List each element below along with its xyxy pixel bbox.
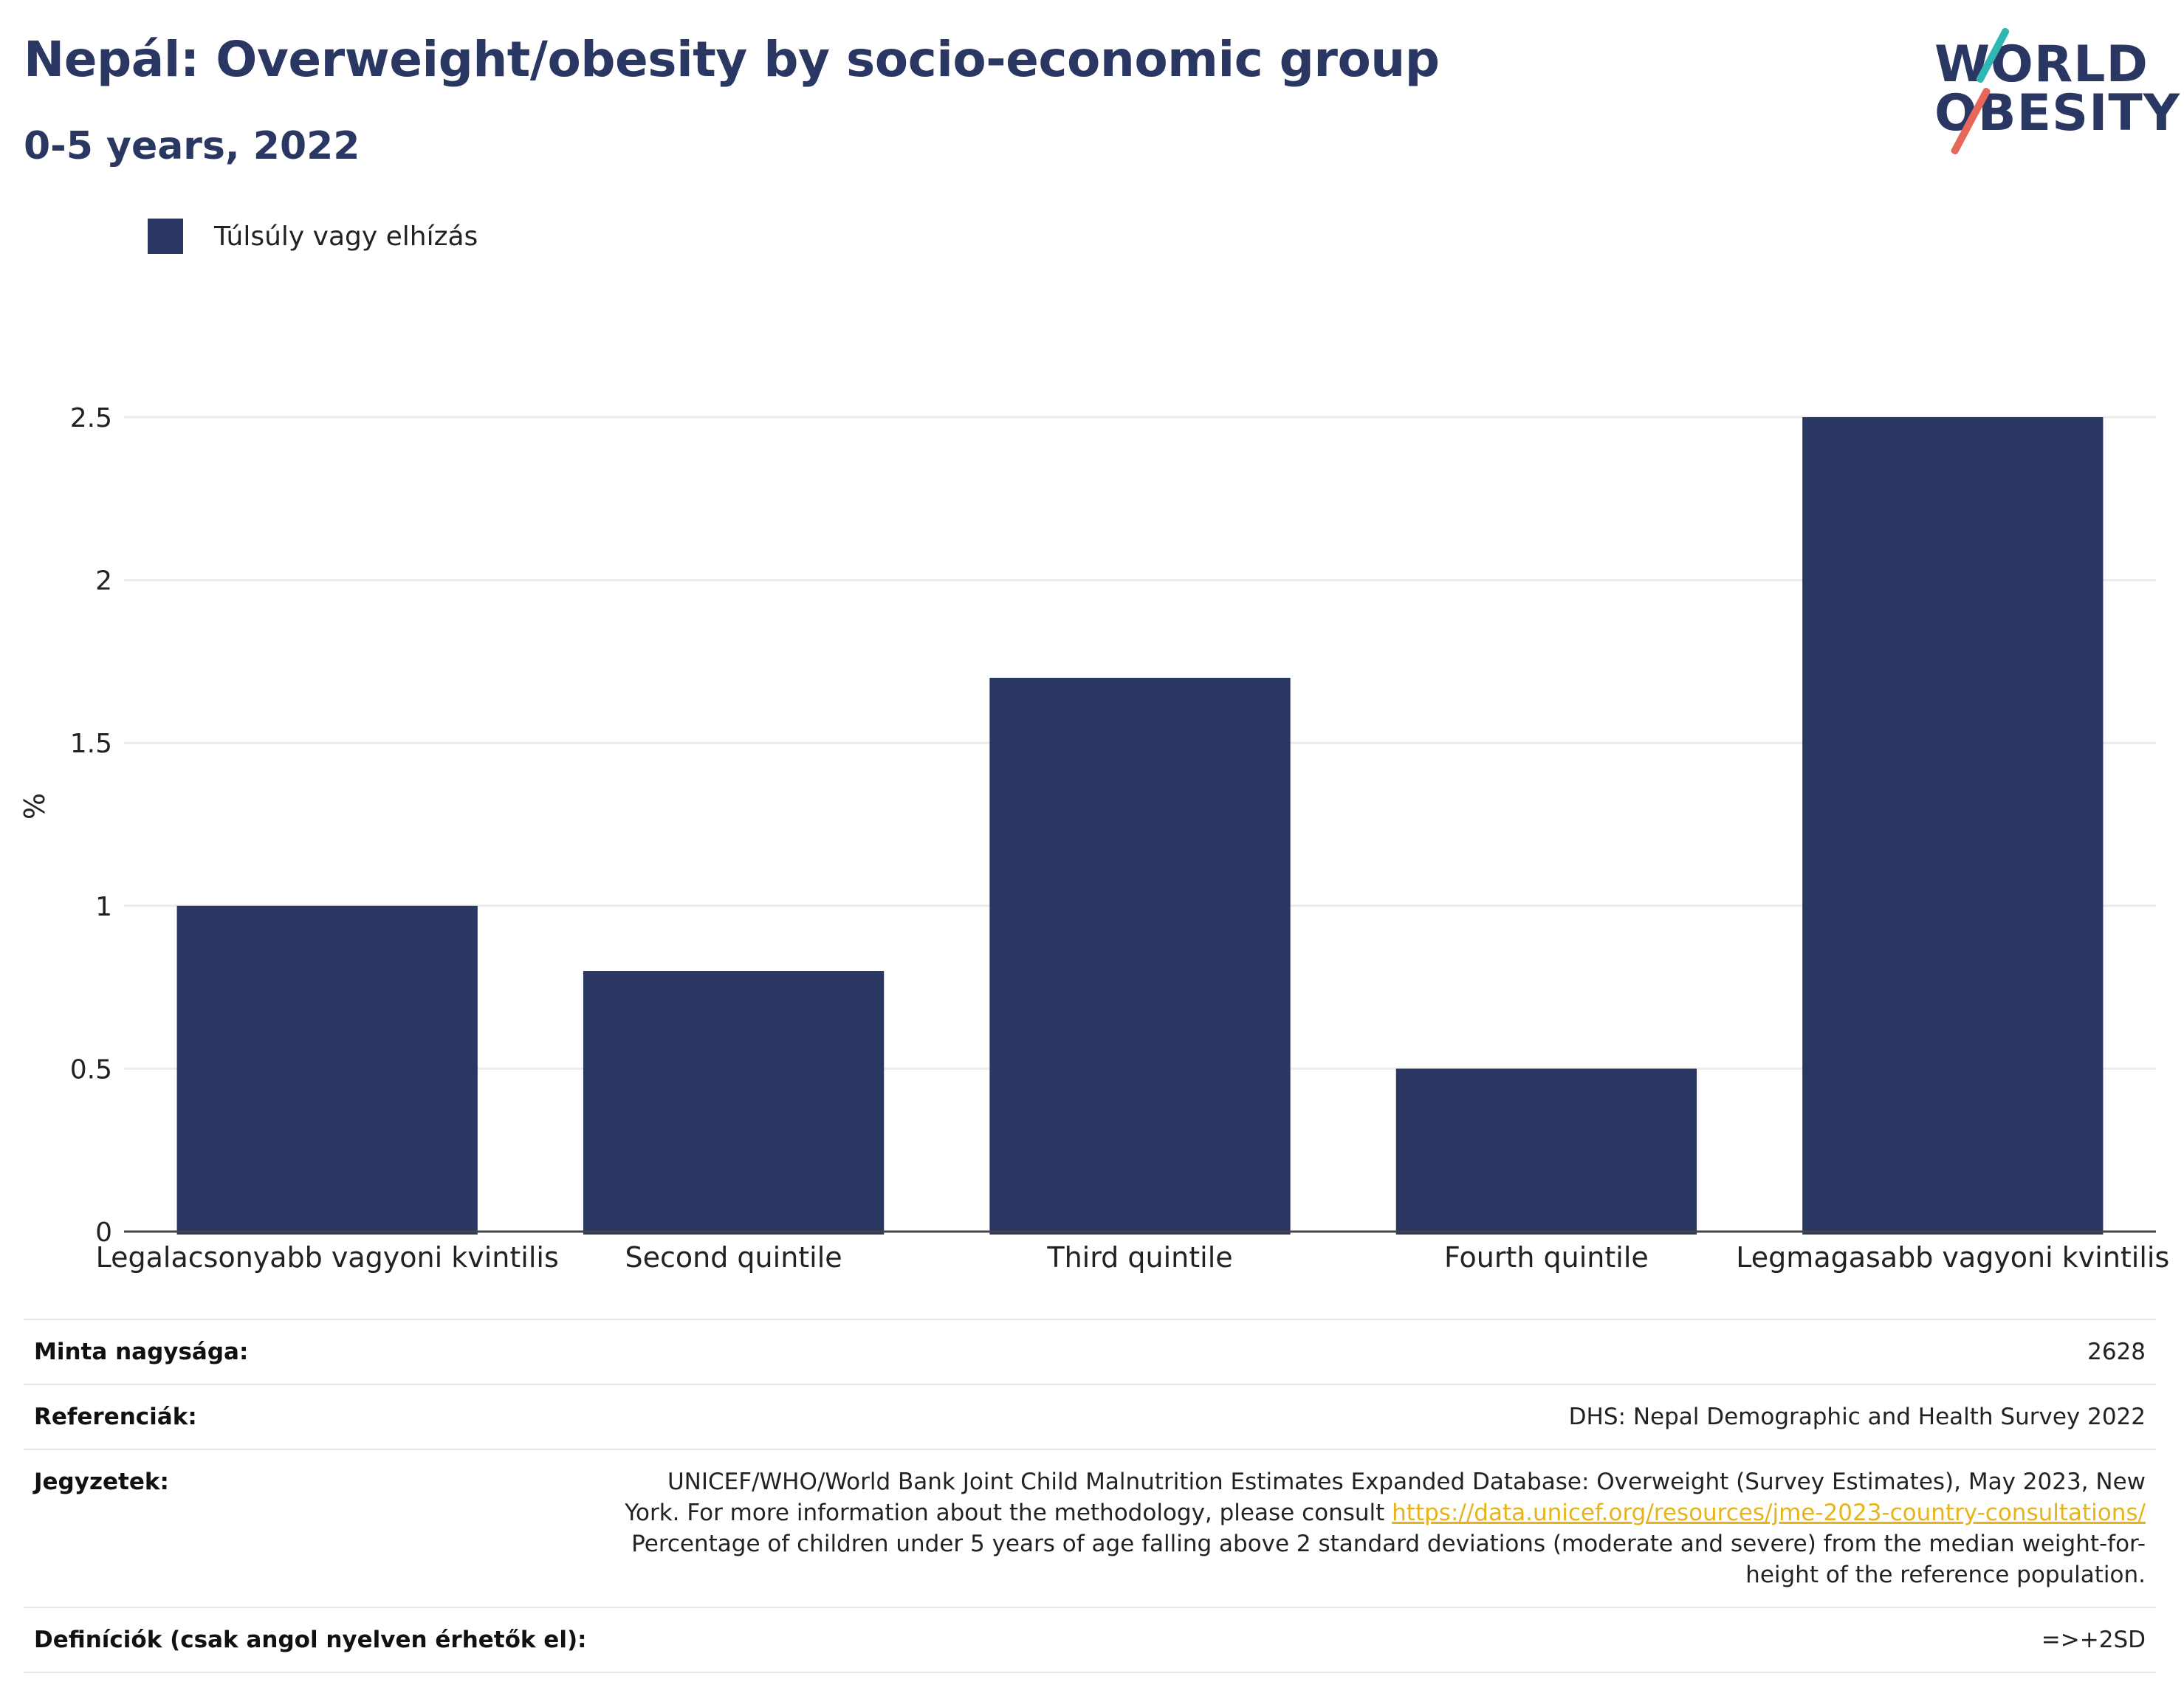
notes-value: UNICEF/WHO/World Bank Joint Child Malnut… [610, 1466, 2146, 1590]
bar[interactable] [989, 677, 1291, 1235]
chart-subtitle: 0-5 years, 2022 [24, 124, 360, 168]
bar[interactable] [176, 905, 478, 1235]
y-tick-label: 2.5 [70, 403, 112, 433]
y-axis-ticks: 0 0.5 1 1.5 2 2.5 [70, 403, 112, 1248]
bar[interactable] [1395, 1068, 1697, 1235]
notes-text-2: Percentage of children under 5 years of … [631, 1531, 2146, 1588]
references-value: DHS: Nepal Demographic and Health Survey… [1568, 1404, 2146, 1430]
x-tick-label: Legmagasabb vagyoni kvintilis [1736, 1241, 2169, 1274]
sample-size-value: 2628 [2087, 1339, 2146, 1365]
logo-text-world: WORLD [1934, 35, 2149, 94]
x-tick-label: Legalacsonyabb vagyoni kvintilis [96, 1241, 559, 1274]
bar-chart: 0 0.5 1 1.5 2 2.5 Legalacsonyabb vagyoni kvin… [18, 403, 2170, 1274]
y-tick-label: 2 [95, 566, 112, 597]
footer-row-references: Referenciák: DHS: Nepal Demographic and … [24, 1384, 2156, 1449]
notes-text-1: UNICEF/WHO/World Bank Joint Child Malnut… [625, 1469, 2146, 1526]
definitions-label: Definíciók (csak angol nyelven érhetők e… [34, 1627, 587, 1653]
references-label: Referenciák: [34, 1404, 197, 1430]
definitions-value: =>+2SD [2041, 1627, 2146, 1653]
legend[interactable]: Túlsúly vagy elhízás [148, 219, 478, 254]
y-tick-label: 0.5 [70, 1054, 112, 1085]
chart-title: Nepál: Overweight/obesity by socio-econo… [24, 31, 1440, 88]
y-tick-label: 1.5 [70, 729, 112, 759]
notes-label: Jegyzetek: [34, 1469, 169, 1495]
footer-row-definitions: Definíciók (csak angol nyelven érhetők e… [24, 1607, 2156, 1673]
legend-label: Túlsúly vagy elhízás [214, 221, 478, 252]
bar[interactable] [1802, 417, 2104, 1235]
sample-size-label: Minta nagysága: [34, 1339, 249, 1365]
notes-link[interactable]: https://data.unicef.org/resources/jme-20… [1392, 1500, 2146, 1526]
y-axis-label: % [18, 793, 51, 820]
y-tick-label: 0 [95, 1218, 112, 1248]
chart-footer: Minta nagysága: 2628 Referenciák: DHS: N… [24, 1319, 2156, 1673]
x-tick-label: Second quintile [625, 1241, 842, 1274]
bar[interactable] [583, 971, 885, 1235]
x-axis-ticks: Legalacsonyabb vagyoni kvintilis Second q… [96, 1241, 2170, 1274]
x-tick-label: Fourth quintile [1444, 1241, 1649, 1274]
bars [176, 417, 2104, 1235]
y-tick-label: 1 [95, 892, 112, 922]
x-tick-label: Third quintile [1046, 1241, 1232, 1274]
world-obesity-logo[interactable]: WORLD OBESITY [1920, 21, 2180, 161]
footer-row-notes: Jegyzetek: UNICEF/WHO/World Bank Joint C… [24, 1449, 2156, 1607]
legend-swatch [148, 219, 183, 254]
footer-row-sample: Minta nagysága: 2628 [24, 1319, 2156, 1384]
